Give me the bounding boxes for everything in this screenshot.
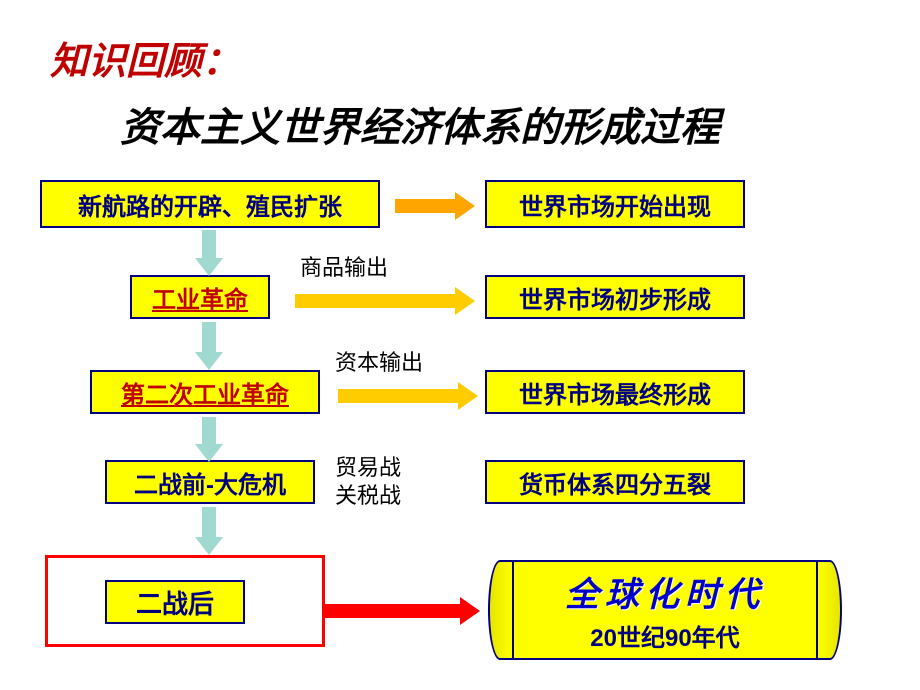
arrow-down-3 [195,507,223,555]
node-n3-label: 第二次工业革命 [121,375,289,410]
arrow-down-0 [195,230,223,276]
node-n1: 新航路的开辟、殖民扩张 [40,180,380,228]
node-n3: 第二次工业革命 [90,370,320,414]
scroll-line1: 全球化时代 [565,567,765,616]
node-r1-label: 世界市场开始出现 [519,187,711,222]
arrow-down-1 [195,322,223,370]
title-area: 知识回顾： 资本主义世界经济体系的形成过程 [50,30,720,153]
label-l3b: 关税战 [335,478,401,510]
label-l2: 资本输出 [335,345,423,377]
scroll-line2: 20世纪90年代 [590,618,739,653]
node-r3-label: 世界市场最终形成 [519,375,711,410]
arrow-right-1 [295,287,475,315]
node-r4-label: 货币体系四分五裂 [519,465,711,500]
node-n4-label: 二战前-大危机 [134,465,286,500]
node-n2-label: 工业革命 [152,280,248,315]
highlight-rect [45,555,325,647]
arrow-right-3 [325,597,480,625]
node-r2: 世界市场初步形成 [485,275,745,319]
node-r1: 世界市场开始出现 [485,180,745,228]
node-n4: 二战前-大危机 [105,460,315,504]
node-r2-label: 世界市场初步形成 [519,280,711,315]
title-line2: 资本主义世界经济体系的形成过程 [120,95,720,153]
node-r4: 货币体系四分五裂 [485,460,745,504]
label-l1: 商品输出 [300,250,388,282]
scroll-banner: 全球化时代 20世纪90年代 [510,560,820,660]
title-line1: 知识回顾： [50,30,720,85]
node-n1-label: 新航路的开辟、殖民扩张 [78,187,342,222]
arrow-down-2 [195,417,223,462]
node-n2: 工业革命 [130,275,270,319]
arrow-right-2 [338,382,478,410]
node-r3: 世界市场最终形成 [485,370,745,414]
arrow-right-0 [395,192,475,220]
